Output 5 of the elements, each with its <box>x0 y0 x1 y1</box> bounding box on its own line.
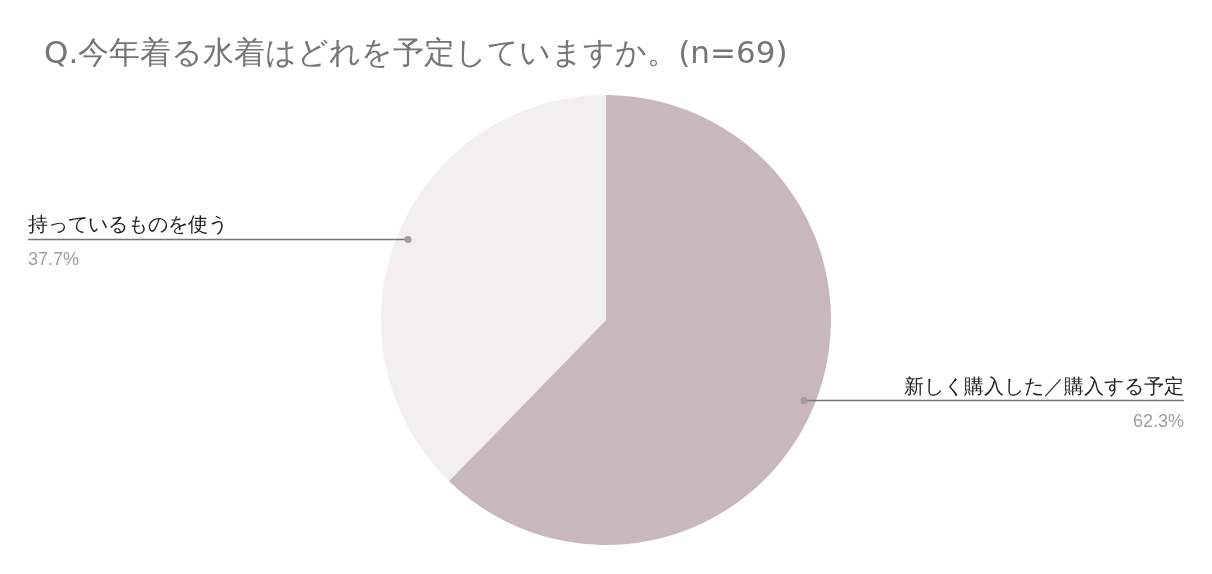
slice-label: 新しく購入した／購入する予定 <box>904 373 1184 398</box>
slice-label: 持っているものを使う <box>28 212 228 237</box>
chart-title: Q.今年着る水着はどれを予定していますか。(n=69) <box>44 33 788 72</box>
data-label: 37.7% <box>28 249 80 270</box>
data-label: 62.3% <box>1132 410 1184 431</box>
